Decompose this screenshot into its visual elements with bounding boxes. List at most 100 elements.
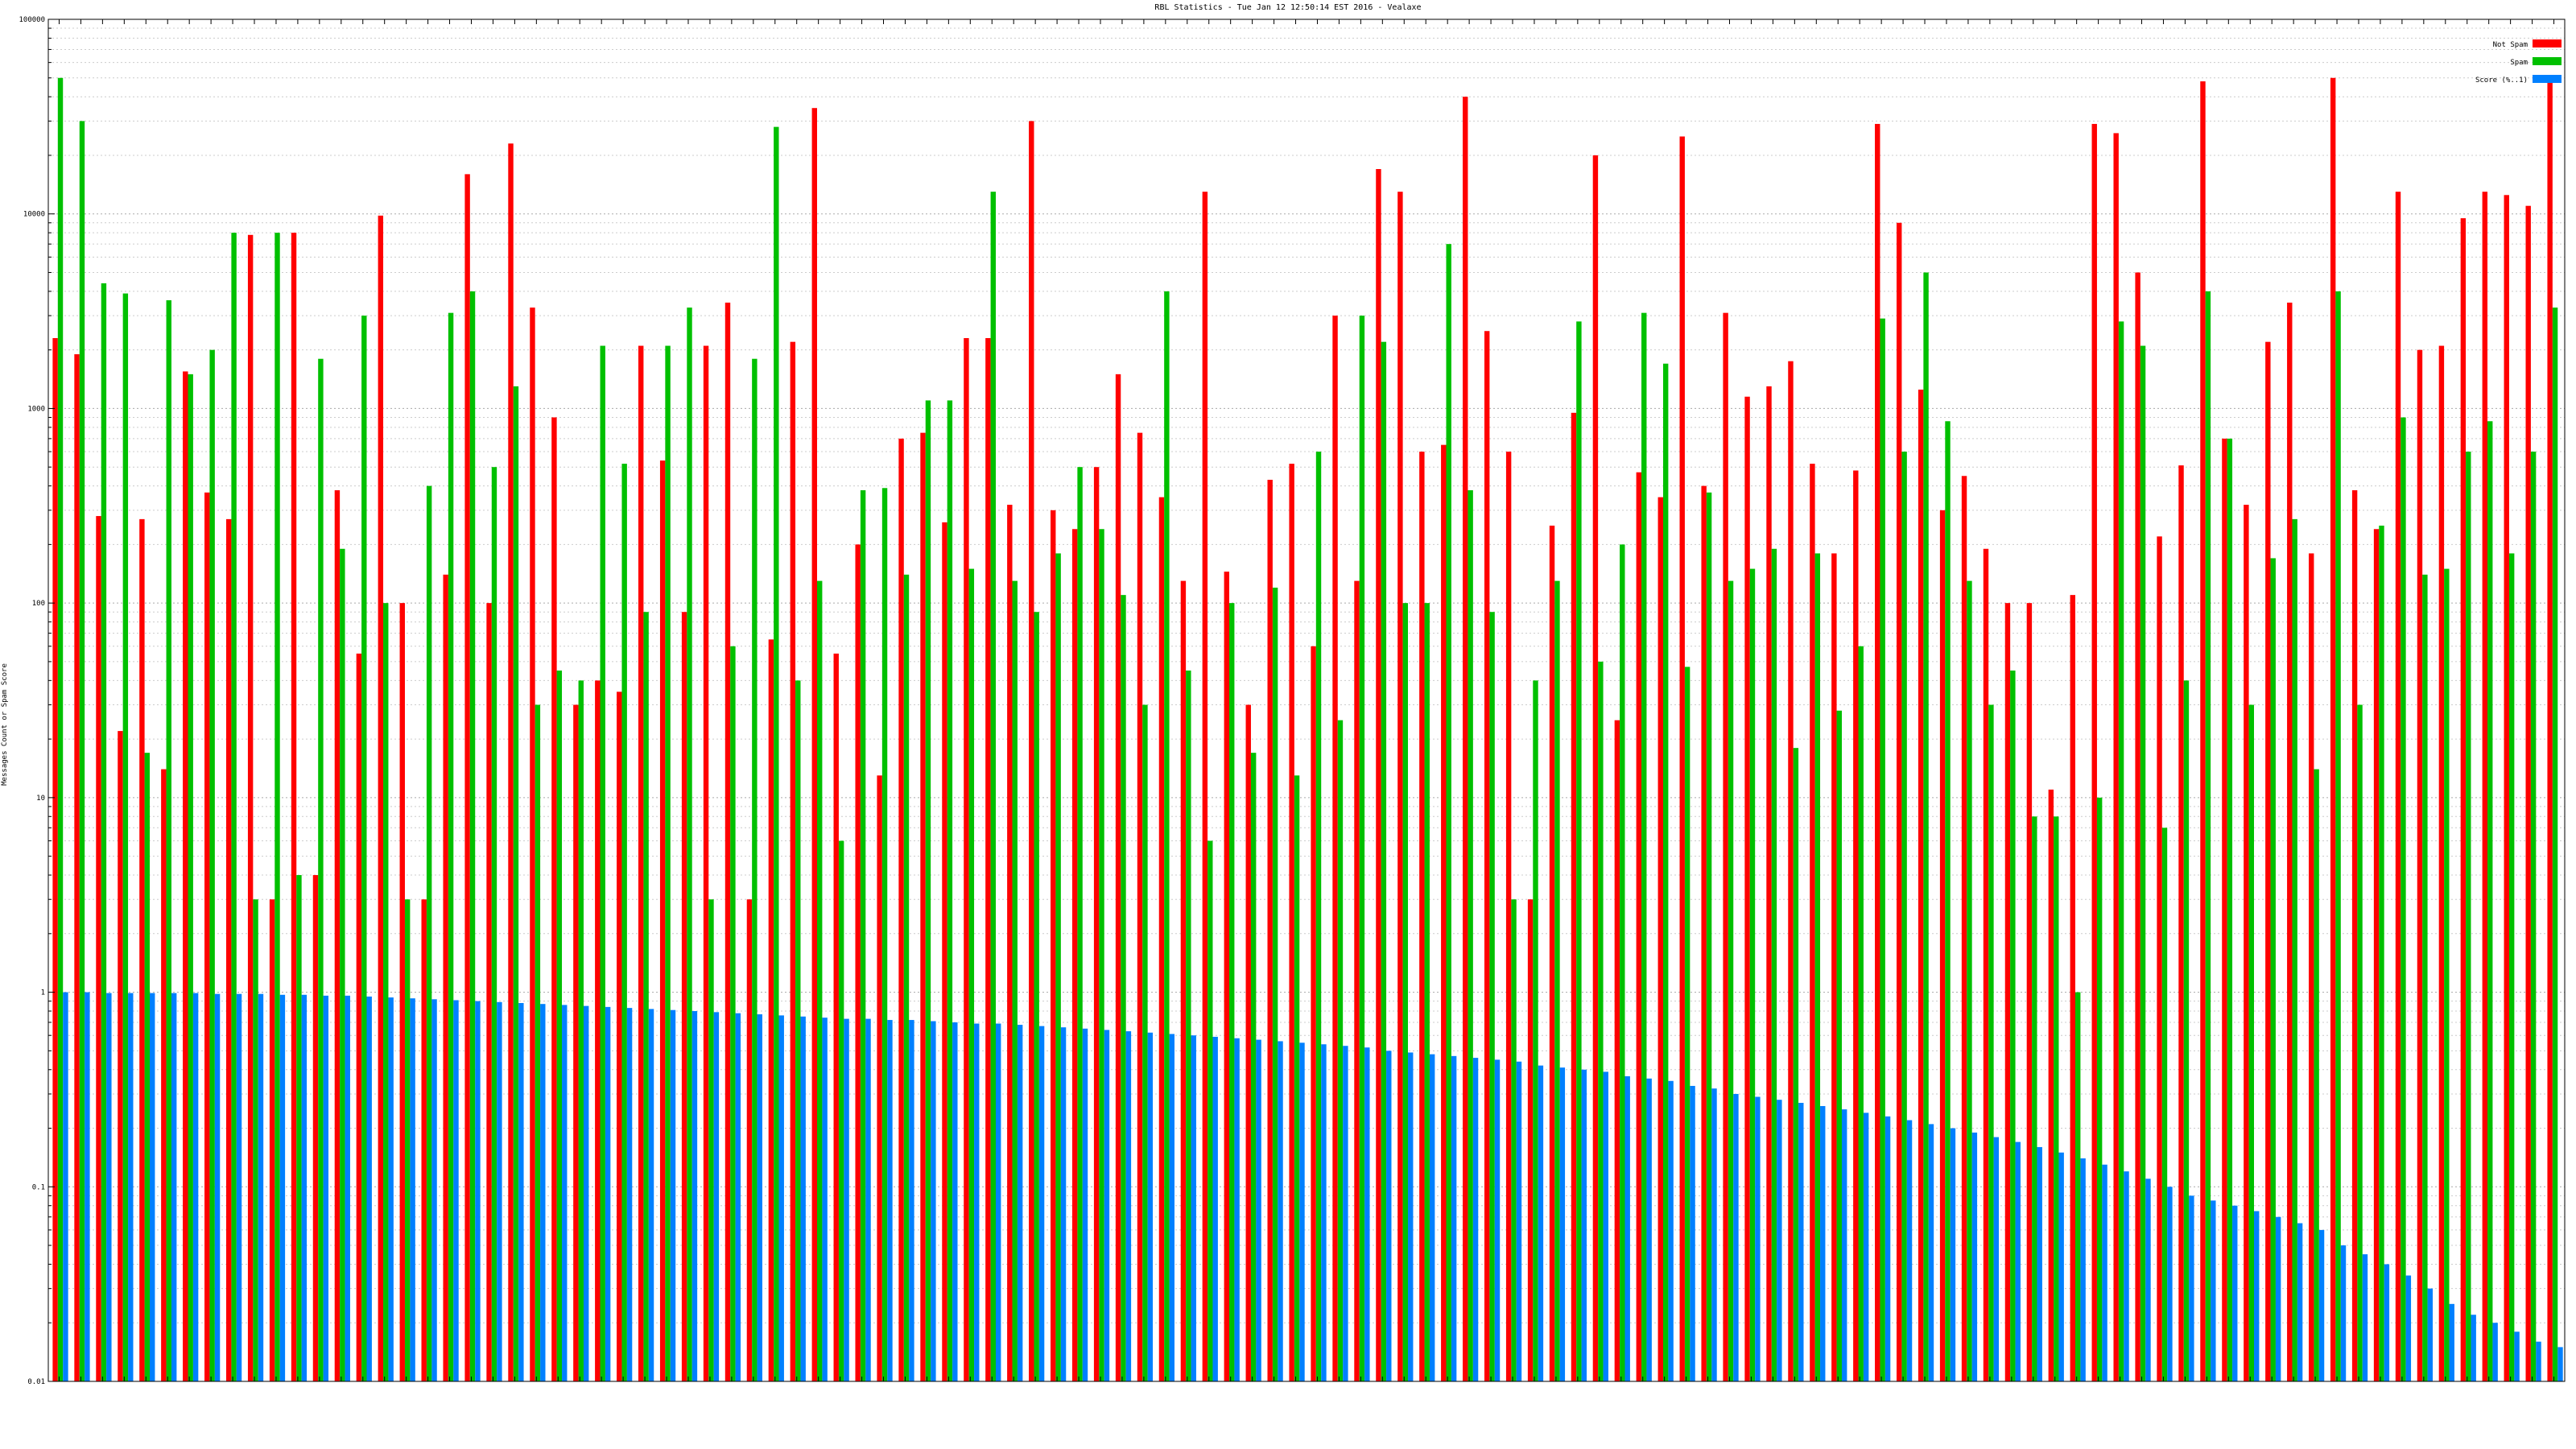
bar-not-spam bbox=[1592, 155, 1599, 1381]
legend-swatch bbox=[2533, 75, 2562, 83]
bar-not-spam bbox=[2157, 536, 2162, 1381]
bar-spam bbox=[2227, 438, 2233, 1381]
bar-score bbox=[85, 992, 90, 1381]
bar-score bbox=[1191, 1035, 1196, 1381]
bar-not-spam bbox=[898, 438, 904, 1381]
bar-not-spam bbox=[2460, 218, 2467, 1381]
bar-score bbox=[2015, 1141, 2021, 1381]
bar-not-spam bbox=[118, 731, 123, 1381]
bar-not-spam bbox=[1115, 374, 1121, 1382]
bar-score bbox=[2037, 1146, 2042, 1381]
bar-not-spam bbox=[2091, 123, 2097, 1382]
bars-group bbox=[52, 77, 2563, 1382]
bar-score bbox=[301, 994, 308, 1381]
bar-spam bbox=[2161, 828, 2168, 1381]
bar-spam bbox=[1576, 321, 1582, 1381]
bar-not-spam bbox=[877, 775, 882, 1381]
bar-spam bbox=[491, 467, 497, 1381]
bar-spam bbox=[1945, 421, 1951, 1381]
bar-spam bbox=[1728, 580, 1734, 1381]
bar-score bbox=[1386, 1051, 1392, 1381]
bar-score bbox=[2557, 1347, 2563, 1381]
bar-spam bbox=[2422, 574, 2428, 1381]
bar-spam bbox=[968, 568, 975, 1381]
bar-score bbox=[279, 994, 286, 1381]
bar-not-spam bbox=[139, 518, 145, 1381]
bar-spam bbox=[318, 358, 324, 1381]
bar-not-spam bbox=[985, 337, 991, 1381]
bar-spam bbox=[2444, 568, 2450, 1381]
bar-score bbox=[1777, 1100, 1782, 1381]
bar-not-spam bbox=[52, 337, 58, 1381]
bar-score bbox=[1256, 1039, 1261, 1381]
bar-not-spam bbox=[2395, 192, 2401, 1381]
bar-score bbox=[2405, 1275, 2412, 1381]
bar-score bbox=[2318, 1229, 2325, 1381]
y-tick-label: 100 bbox=[32, 600, 45, 608]
bar-score bbox=[1624, 1075, 1630, 1381]
bar-spam bbox=[57, 77, 64, 1381]
bar-spam bbox=[2205, 291, 2211, 1381]
bar-score bbox=[1928, 1124, 1934, 1381]
bar-not-spam bbox=[334, 490, 341, 1381]
bar-score bbox=[952, 1022, 958, 1381]
bar-score bbox=[192, 993, 199, 1381]
bar-spam bbox=[990, 192, 996, 1381]
legend: Not Spam Spam Score (%..1) bbox=[2475, 39, 2562, 85]
bar-spam bbox=[1250, 753, 1257, 1381]
bar-spam bbox=[1315, 452, 1322, 1381]
bar-not-spam bbox=[1376, 169, 1381, 1382]
bar-not-spam bbox=[1636, 472, 1642, 1381]
bar-score bbox=[106, 993, 112, 1381]
bar-not-spam bbox=[247, 234, 254, 1381]
bar-score bbox=[1234, 1038, 1240, 1381]
bar-not-spam bbox=[1137, 432, 1143, 1381]
bar-spam bbox=[1967, 580, 1972, 1381]
bar-not-spam bbox=[1723, 312, 1728, 1381]
bar-spam bbox=[1121, 595, 1126, 1381]
bar-score bbox=[562, 1005, 568, 1381]
bar-not-spam bbox=[2351, 490, 2358, 1381]
bar-not-spam bbox=[790, 341, 796, 1381]
bar-not-spam bbox=[1744, 396, 1750, 1381]
bar-not-spam bbox=[378, 215, 384, 1381]
bar-not-spam bbox=[1180, 580, 1187, 1381]
bar-not-spam bbox=[1939, 510, 1946, 1381]
legend-label: Not Spam bbox=[2493, 41, 2528, 49]
bar-not-spam bbox=[530, 308, 535, 1382]
bar-score bbox=[497, 1001, 502, 1381]
bar-not-spam bbox=[1224, 572, 1230, 1381]
bar-not-spam bbox=[573, 704, 579, 1381]
bar-spam bbox=[188, 374, 193, 1382]
bar-spam bbox=[2292, 518, 2297, 1381]
bar-not-spam bbox=[2504, 195, 2509, 1381]
bar-not-spam bbox=[2200, 81, 2206, 1381]
bar-spam bbox=[1988, 704, 1994, 1381]
bar-spam bbox=[383, 603, 389, 1381]
bar-score bbox=[995, 1023, 1001, 1381]
bar-score bbox=[2058, 1152, 2064, 1381]
bar-spam bbox=[838, 840, 844, 1381]
bar-score bbox=[2427, 1288, 2434, 1381]
bar-score bbox=[974, 1023, 980, 1381]
bar-not-spam bbox=[1354, 580, 1360, 1381]
bar-score bbox=[1299, 1042, 1305, 1381]
bar-not-spam bbox=[1810, 464, 1815, 1381]
bar-not-spam bbox=[2482, 192, 2488, 1381]
bar-spam bbox=[1901, 452, 1907, 1381]
bar-score bbox=[2211, 1200, 2216, 1381]
bar-score bbox=[150, 993, 155, 1381]
bar-score bbox=[2362, 1254, 2368, 1381]
bar-spam bbox=[340, 548, 345, 1381]
bar-spam bbox=[2270, 558, 2276, 1381]
bar-not-spam bbox=[1505, 452, 1512, 1381]
bar-not-spam bbox=[1071, 529, 1078, 1381]
bar-score bbox=[1125, 1031, 1132, 1381]
bar-spam bbox=[1359, 316, 1365, 1381]
bar-not-spam bbox=[1657, 497, 1663, 1382]
bar-score bbox=[1343, 1046, 1348, 1381]
bar-score bbox=[1364, 1047, 1370, 1381]
bar-score bbox=[605, 1006, 611, 1381]
bar-spam bbox=[752, 358, 758, 1381]
